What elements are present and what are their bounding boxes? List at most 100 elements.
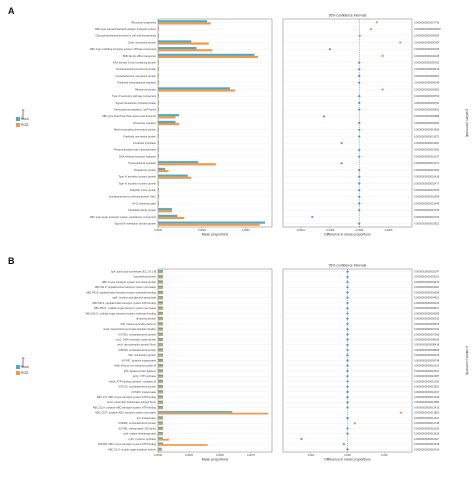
p-value-label: 0.0000000000001648 bbox=[414, 201, 440, 205]
category-label: Predicted membrane protein bbox=[123, 134, 156, 138]
category-label: ABC.CD.A; putative ABC transport system … bbox=[93, 405, 157, 409]
bar-rgs bbox=[158, 143, 159, 146]
p-value-label: 0.0000000000000662 bbox=[414, 87, 440, 91]
bar-stool bbox=[158, 100, 159, 103]
bar-stool bbox=[158, 47, 197, 50]
p-value-label: 0.0000000000016468 bbox=[414, 442, 440, 446]
p-value-label: 0.0000000000007742 bbox=[414, 20, 440, 24]
category-label: pyrG; CTP synthase bbox=[133, 374, 157, 378]
p-value-label: 0.0000000000002247 bbox=[414, 270, 440, 274]
p-value-label: 0.0000000000000549 bbox=[414, 81, 440, 85]
bar-rgs bbox=[158, 355, 163, 357]
p-value-label: 0.0000000000008899 bbox=[414, 348, 440, 352]
p-value-label: 0.0000000000000003 bbox=[414, 34, 440, 38]
bar-rgs bbox=[158, 323, 163, 326]
p-value-label: 0.0000000000012197 bbox=[414, 390, 440, 394]
bar-stool bbox=[158, 26, 159, 30]
p-value-label: 0.0000000000006009 bbox=[414, 311, 440, 315]
x-axis-title: Mean proportions bbox=[202, 458, 229, 462]
category-label: Transcriptional regulator bbox=[128, 161, 156, 165]
p-value-label: 0.0000000000013415 bbox=[414, 405, 440, 409]
bar-rgs bbox=[158, 216, 185, 220]
bar-stool bbox=[158, 416, 163, 419]
ci-point bbox=[375, 21, 378, 24]
bar-rgs bbox=[158, 163, 216, 166]
bar-rgs bbox=[158, 196, 159, 199]
p-value-label: 0.0000000000012639 bbox=[414, 395, 440, 399]
bar-stool bbox=[158, 447, 162, 450]
p-value-label: 0.0000000000001764 bbox=[414, 215, 440, 219]
ci-point bbox=[340, 142, 343, 145]
p-value-label: 0.0000000000000432 bbox=[414, 67, 440, 71]
ci-point bbox=[346, 364, 349, 367]
category-label: ABC.MS.S; multiple sugar transport syste… bbox=[86, 311, 157, 315]
bar-stool bbox=[158, 187, 159, 191]
bar-stool bbox=[158, 322, 163, 324]
bar-stool bbox=[158, 208, 173, 211]
bar-stool bbox=[158, 107, 159, 110]
category-label: ABC-type sugar transport system, peripla… bbox=[90, 215, 157, 219]
legend-label: Stool bbox=[21, 365, 29, 369]
bar-rgs bbox=[158, 391, 163, 394]
p-value-label: 0.0000000000000932 bbox=[414, 121, 440, 125]
bar-stool bbox=[158, 67, 159, 70]
ci-x-axis-title: Difference in mean proportions bbox=[324, 458, 371, 462]
bar-stool bbox=[158, 332, 163, 335]
bar-rgs bbox=[158, 49, 213, 52]
p-value-label: 0.0000000000001072 bbox=[414, 134, 440, 138]
bar-rgs bbox=[158, 62, 159, 65]
bar-rgs bbox=[158, 276, 163, 279]
bar-rgs bbox=[158, 35, 159, 38]
ci-point bbox=[358, 81, 361, 84]
ci-x-tick-label: 0.0005 bbox=[385, 228, 393, 232]
bar-stool bbox=[158, 201, 159, 204]
category-label: lplA; lipoate-protein ligase A bbox=[124, 369, 156, 373]
category-label: mdh; malate dehydrogenase bbox=[123, 432, 156, 436]
bar-stool bbox=[158, 127, 159, 130]
category-label: K07484; transposase bbox=[131, 390, 156, 394]
bar-rgs bbox=[158, 344, 163, 347]
bar-stool bbox=[158, 337, 163, 340]
ci-point bbox=[358, 188, 361, 192]
category-label: Flagellar motor protein bbox=[130, 188, 157, 192]
bar-rgs bbox=[158, 149, 159, 152]
bar-stool bbox=[158, 384, 163, 387]
legend-swatch-rgs bbox=[16, 371, 20, 375]
x-tick-label: 0.0000 bbox=[154, 453, 162, 457]
x-tick-label: 0.0050 bbox=[216, 453, 224, 457]
bar-rgs bbox=[158, 308, 163, 310]
ci-point bbox=[346, 448, 349, 451]
bar-rgs bbox=[158, 339, 163, 342]
category-label: nusA; transcription termination/antiterm… bbox=[103, 327, 156, 331]
ci-x-tick-label: -0.0010 bbox=[296, 228, 305, 232]
ci-point bbox=[358, 209, 361, 212]
bar-stool bbox=[158, 80, 159, 83]
bar-stool bbox=[158, 194, 159, 197]
p-value-label: 0.0000000000001362 bbox=[414, 168, 440, 172]
bar-rgs bbox=[158, 176, 192, 179]
category-label: K07497; putative transposase bbox=[122, 358, 157, 362]
category-label: Uncharacterized conserved protein YhbC bbox=[109, 195, 157, 199]
category-label: secA; preprotein translocase subunit Sec… bbox=[107, 400, 156, 404]
ci-point bbox=[342, 443, 345, 446]
bar-rgs bbox=[158, 297, 163, 300]
p-value-label: 0.0000000000003119 bbox=[414, 275, 440, 279]
p-value-label: 0.0000000000010511 bbox=[414, 369, 440, 373]
bar-stool bbox=[158, 87, 230, 90]
bar-rgs bbox=[158, 22, 211, 25]
p-value-label: 0.0000000000016914 bbox=[414, 447, 440, 451]
panel-letter-a: A bbox=[8, 6, 15, 16]
category-label: ABC-type multidrug transport system, ATP… bbox=[90, 47, 157, 51]
bar-rgs bbox=[158, 444, 208, 446]
category-label: ribosomal protein bbox=[136, 317, 156, 321]
bar-rgs bbox=[158, 433, 163, 436]
category-label: K07090; uncharacterized protein bbox=[119, 332, 157, 336]
bar-stool bbox=[158, 94, 159, 97]
bar-rgs bbox=[158, 438, 170, 441]
bar-stool bbox=[158, 379, 163, 382]
p-value-label: 0.0000000000006332 bbox=[414, 317, 440, 321]
p-value-label: 0.0000000000010104 bbox=[414, 364, 440, 368]
chart-panel-b: lipA; lipoic acid synthetase [EC:2.8.1.8… bbox=[16, 264, 469, 462]
bar-rgs bbox=[158, 102, 159, 106]
bar-rgs bbox=[158, 29, 159, 32]
